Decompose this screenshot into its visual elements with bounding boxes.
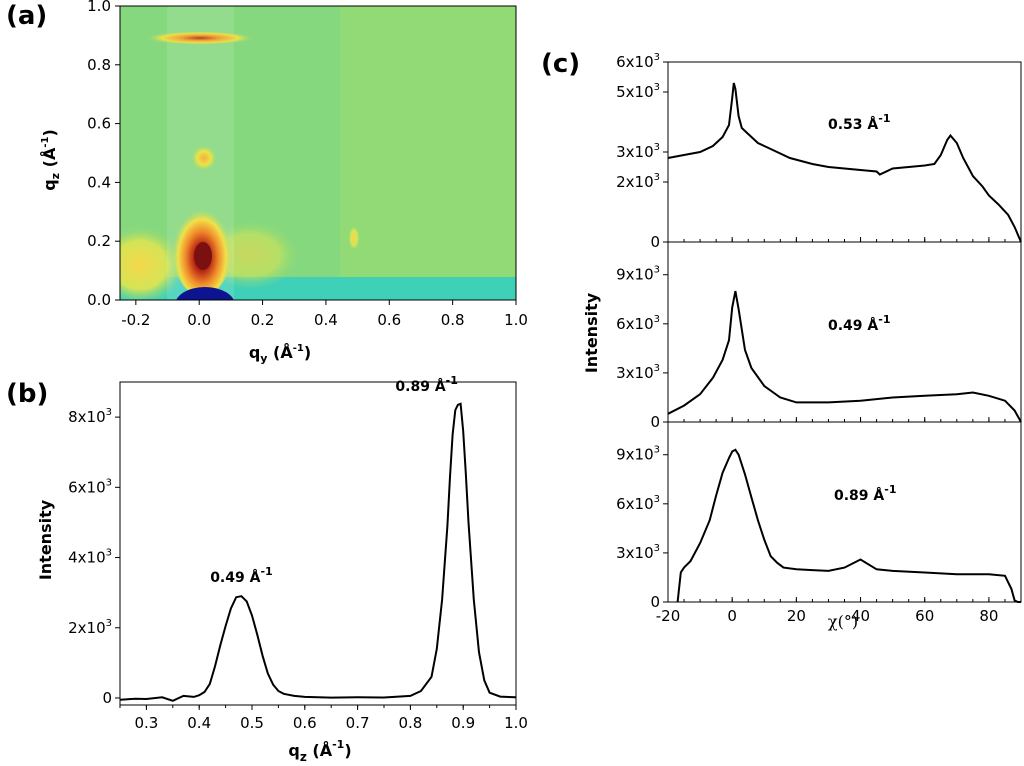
heatmap-warm-left	[120, 225, 185, 300]
panel-c-ytick-label: 9x103	[616, 445, 660, 464]
panel-b-xlabel: qz (Å-1)	[288, 738, 351, 764]
heatmap-peak-core	[194, 242, 212, 270]
panel-c-series-line	[667, 82, 1022, 243]
panel-a-xtick-label: 0.2	[251, 311, 275, 329]
panel-b-axes: 0.3 0.4 0.5 0.6 0.7 0.8 0.9 1.0 0 2x103 4x103 6x103…	[68, 374, 528, 732]
panel-c-xtick-label: -20	[656, 607, 681, 625]
panel-b-frame	[119, 381, 517, 706]
panel-c-ytick-label: 0	[650, 413, 660, 431]
heatmap-spot-0-49	[348, 225, 360, 251]
panel-b-peak-label: 0.89 Å-1	[395, 374, 458, 395]
heatmap-beamstop-core	[176, 287, 234, 300]
panel-a-frame	[119, 5, 517, 301]
panel-c-xtick-label: 20	[787, 607, 806, 625]
panel-a-xlabel: qy (Å-1)	[249, 343, 311, 365]
panel-c-xlabel: χ(°)	[828, 612, 858, 631]
panel-b-xtick-label: 0.3	[134, 714, 158, 732]
panel-c-ytick-label: 6x103	[616, 52, 660, 71]
panel-a-axes: -0.2 0.0 0.2 0.4 0.6 0.8 1.0 0.0 0.2 0.4 0.6 0.8 1.0	[87, 0, 528, 329]
panel-b-label: (b)	[6, 379, 48, 409]
panel-a-xtick-label: 0.0	[187, 311, 211, 329]
panel-c-series-line	[667, 290, 1022, 423]
heatmap-arc-0-89	[145, 31, 255, 45]
heatmap-spot-0-47	[190, 144, 218, 172]
panel-c-xtick-label: 0	[727, 607, 737, 625]
panel-c-subplot-label: 0.53 Å-1	[828, 112, 891, 133]
panel-a-ytick-label: 0.4	[87, 173, 111, 191]
panel-a-ytick-label: 0.8	[87, 56, 111, 74]
panel-c-ytick-label: 6x103	[616, 494, 660, 513]
panel-a-ytick-label: 0.2	[87, 232, 111, 250]
panel-a-ytick-label: 1.0	[87, 0, 111, 15]
panel-c-axes: 0 2x103 3x103 5x103 6x103 0.53 Å-1 0 3x103 6x103…	[616, 52, 1022, 625]
panel-c-xtick-label: 80	[979, 607, 998, 625]
heatmap-right-tint	[340, 6, 516, 300]
panel-c-ytick-label: 9x103	[616, 265, 660, 284]
panel-c-ytick-label: 5x103	[616, 82, 660, 101]
panel-b-xtick-label: 0.6	[293, 714, 317, 732]
panel-c-subplot-frame	[667, 61, 1022, 243]
panel-a-label: (a)	[6, 1, 47, 31]
panel-c-ytick-label: 3x103	[616, 543, 660, 562]
panel-b-ytick-label: 8x103	[68, 407, 112, 426]
panel-c-xtick-label: 40	[851, 607, 870, 625]
panel-a-xtick-label: 1.0	[504, 311, 528, 329]
panel-c-ytick-label: 6x103	[616, 314, 660, 333]
panel-b-xtick-label: 0.7	[346, 714, 370, 732]
panel-a-ylabel: qz (Å-1)	[40, 129, 62, 191]
panel-b-ytick-label: 2x103	[68, 618, 112, 637]
panel-b-ytick-label: 0	[102, 689, 112, 707]
panel-c-ytick-label: 3x103	[616, 142, 660, 161]
panel-c-ytick-label: 0	[650, 233, 660, 251]
panel-a-xtick-label: 0.4	[314, 311, 338, 329]
panel-b-xtick-label: 0.8	[398, 714, 422, 732]
panel-a-ytick-label: 0.6	[87, 115, 111, 133]
panel-c-subplot-label: 0.89 Å-1	[834, 483, 897, 504]
panel-b-xtick-label: 0.5	[240, 714, 264, 732]
panel-b-xtick-label: 1.0	[504, 714, 528, 732]
panel-b-ytick-label: 6x103	[68, 477, 112, 496]
panel-b-ytick-label: 4x103	[68, 548, 112, 567]
heatmap-panel-a	[120, 6, 516, 300]
panel-b-xtick-label: 0.4	[187, 714, 211, 732]
panel-c-series-line	[676, 448, 1021, 603]
panel-c-ylabel: Intensity	[582, 292, 601, 373]
panel-a-xtick-label: 0.8	[441, 311, 465, 329]
panel-c-xtick-label: 60	[915, 607, 934, 625]
panel-c-subplot-label: 0.49 Å-1	[828, 313, 891, 334]
panel-c-ytick-label: 2x103	[616, 172, 660, 191]
panel-a-xtick-label: 0.6	[377, 311, 401, 329]
panel-b-ylabel: Intensity	[36, 499, 55, 580]
panel-a-ytick-label: 0.0	[87, 291, 111, 309]
panel-c-label: (c)	[541, 49, 580, 79]
panel-b-peak-label: 0.49 Å-1	[210, 565, 273, 586]
panel-c-ytick-label: 0	[650, 593, 660, 611]
panel-c-ytick-label: 3x103	[616, 363, 660, 382]
panel-b-xtick-label: 0.9	[451, 714, 475, 732]
panel-a-xtick-label: -0.2	[121, 311, 150, 329]
panel-b-series-line	[119, 402, 517, 702]
